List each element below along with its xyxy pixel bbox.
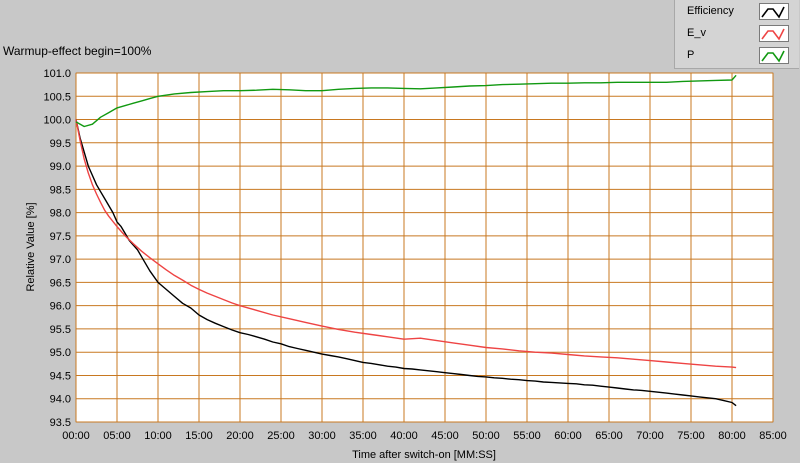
x-tick-label: 30:00 [308, 430, 336, 442]
y-tick-label: 97.0 [50, 254, 71, 266]
y-tick-label: 94.5 [50, 370, 71, 382]
y-tick-label: 98.5 [50, 184, 71, 196]
x-tick-label: 80:00 [718, 430, 746, 442]
y-tick-label: 100.5 [43, 91, 71, 103]
x-tick-label: 60:00 [554, 430, 582, 442]
x-tick-labels: 00:00 05:00 10:00 15:00 20:00 25:00 30:00 35:00… [62, 430, 787, 442]
y-tick-label: 96.0 [50, 301, 71, 313]
y-tick-labels: 93.5 94.0 94.5 95.0 95.5 96.0 96.5 97.0 97.5 98.0… [43, 68, 71, 429]
y-tick-label: 97.5 [50, 231, 71, 243]
legend: Efficiency E_v P [674, 0, 799, 69]
y-tick-label: 99.0 [50, 161, 71, 173]
y-tick-label: 95.5 [50, 324, 71, 336]
legend-item-efficiency: Efficiency [675, 1, 799, 23]
series-line-p [75, 74, 737, 128]
legend-item-p: P [675, 45, 799, 67]
y-tick-label: 93.5 [50, 417, 71, 429]
legend-swatch-p [759, 47, 789, 64]
x-tick-label: 10:00 [144, 430, 172, 442]
y-axis-label: Relative Value [%] [25, 202, 37, 291]
x-tick-label: 65:00 [595, 430, 623, 442]
x-tick-label: 40:00 [390, 430, 418, 442]
x-tick-label: 50:00 [472, 430, 500, 442]
y-tick-label: 100.0 [43, 115, 71, 127]
x-tick-label: 05:00 [103, 430, 131, 442]
series-group [75, 74, 737, 407]
legend-swatch-ev [759, 25, 789, 42]
chart-title: Warmup-effect begin=100% [3, 44, 152, 58]
x-tick-label: 00:00 [62, 430, 90, 442]
y-tick-label: 98.0 [50, 208, 71, 220]
y-tick-label: 101.0 [43, 68, 71, 80]
x-tick-label: 35:00 [349, 430, 377, 442]
series-line-efficiency [75, 119, 737, 407]
legend-label-efficiency: Efficiency [687, 5, 734, 17]
x-tick-label: 15:00 [185, 430, 213, 442]
x-axis-label: Time after switch-on [MM:SS] [352, 449, 496, 461]
y-tick-label: 96.5 [50, 277, 71, 289]
legend-item-ev: E_v [675, 23, 799, 45]
y-tick-label: 94.0 [50, 394, 71, 406]
legend-label-p: P [687, 49, 695, 61]
legend-swatch-efficiency [759, 3, 789, 20]
y-tick-label: 99.5 [50, 138, 71, 150]
grid [75, 72, 774, 423]
x-tick-label: 20:00 [226, 430, 254, 442]
x-tick-label: 45:00 [431, 430, 459, 442]
x-tick-label: 55:00 [513, 430, 541, 442]
legend-label-ev: E_v [687, 27, 706, 39]
x-tick-label: 85:00 [759, 430, 787, 442]
x-tick-label: 70:00 [636, 430, 664, 442]
x-tick-label: 25:00 [267, 430, 295, 442]
y-tick-label: 95.0 [50, 347, 71, 359]
x-tick-label: 75:00 [677, 430, 705, 442]
series-line-e-v [75, 119, 737, 369]
